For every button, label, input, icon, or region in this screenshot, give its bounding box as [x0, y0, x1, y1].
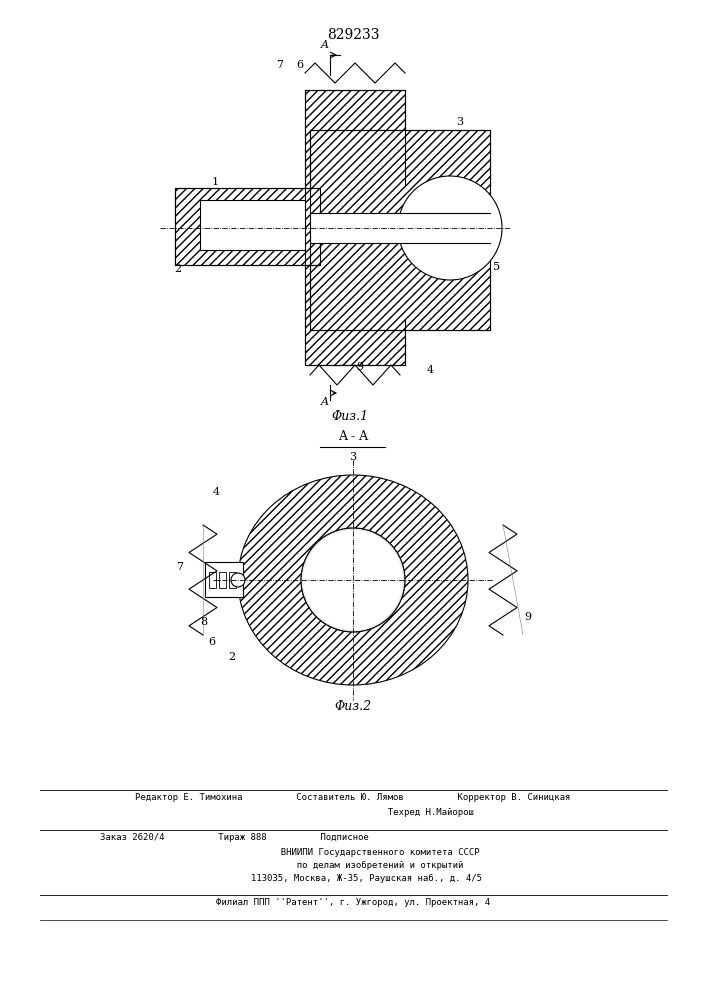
Circle shape [231, 573, 245, 587]
Text: 3: 3 [349, 452, 356, 462]
Bar [180, 195, 320, 255]
Text: 829233: 829233 [327, 28, 379, 42]
Text: 4: 4 [426, 365, 433, 375]
Bar [310, 130, 490, 330]
Text: Заказ 2620/4          Тираж 888          Подписное: Заказ 2620/4 Тираж 888 Подписное [100, 833, 369, 842]
Text: 2: 2 [175, 264, 182, 274]
Ellipse shape [238, 475, 468, 685]
Text: по делам изобретений и открытий: по делам изобретений и открытий [243, 861, 463, 870]
Text: Редактор Е. Тимохина          Составитель Ю. Лямов          Корректор В. Синицка: Редактор Е. Тимохина Составитель Ю. Лямо… [135, 793, 571, 802]
Bar [180, 195, 320, 255]
Bar [310, 213, 490, 243]
Text: 9: 9 [356, 362, 363, 372]
Bar [209, 572, 216, 588]
Text: Φиз.1: Φиз.1 [332, 410, 368, 423]
Text: 5: 5 [493, 262, 501, 272]
Text: 8: 8 [200, 617, 207, 627]
Bar [200, 200, 305, 250]
Bar [180, 195, 320, 255]
Text: 1: 1 [211, 177, 218, 187]
Text: A - A: A - A [338, 430, 368, 443]
Bar [229, 572, 236, 588]
Text: 9: 9 [525, 612, 532, 622]
Text: Филиал ППП ''Pатент'', г. Ужгород, ул. Проектная, 4: Филиал ППП ''Pатент'', г. Ужгород, ул. П… [216, 898, 490, 907]
Bar [205, 562, 243, 597]
Text: 7: 7 [176, 562, 183, 572]
Bar [305, 260, 405, 365]
Circle shape [398, 176, 502, 280]
Bar [305, 90, 405, 190]
Text: 113035, Москва, Ж-35, Раушская наб., д. 4/5: 113035, Москва, Ж-35, Раушская наб., д. … [224, 874, 482, 883]
Bar [175, 188, 320, 265]
Circle shape [301, 528, 405, 632]
Text: 4: 4 [213, 487, 220, 497]
Text: 6: 6 [208, 637, 215, 647]
Text: 3: 3 [457, 117, 464, 127]
Text: ВНИИПИ Государственного комитета СССР: ВНИИПИ Государственного комитета СССР [227, 848, 479, 857]
Text: 7: 7 [276, 60, 284, 70]
Text: A: A [321, 397, 329, 407]
Text: Φиз.2: Φиз.2 [334, 700, 372, 713]
Text: Техред Н.Майорош: Техред Н.Майорош [232, 808, 474, 817]
Circle shape [303, 530, 403, 630]
Text: 2: 2 [228, 652, 235, 662]
Bar [219, 572, 226, 588]
Text: 6: 6 [296, 60, 303, 70]
Text: A: A [321, 40, 329, 50]
